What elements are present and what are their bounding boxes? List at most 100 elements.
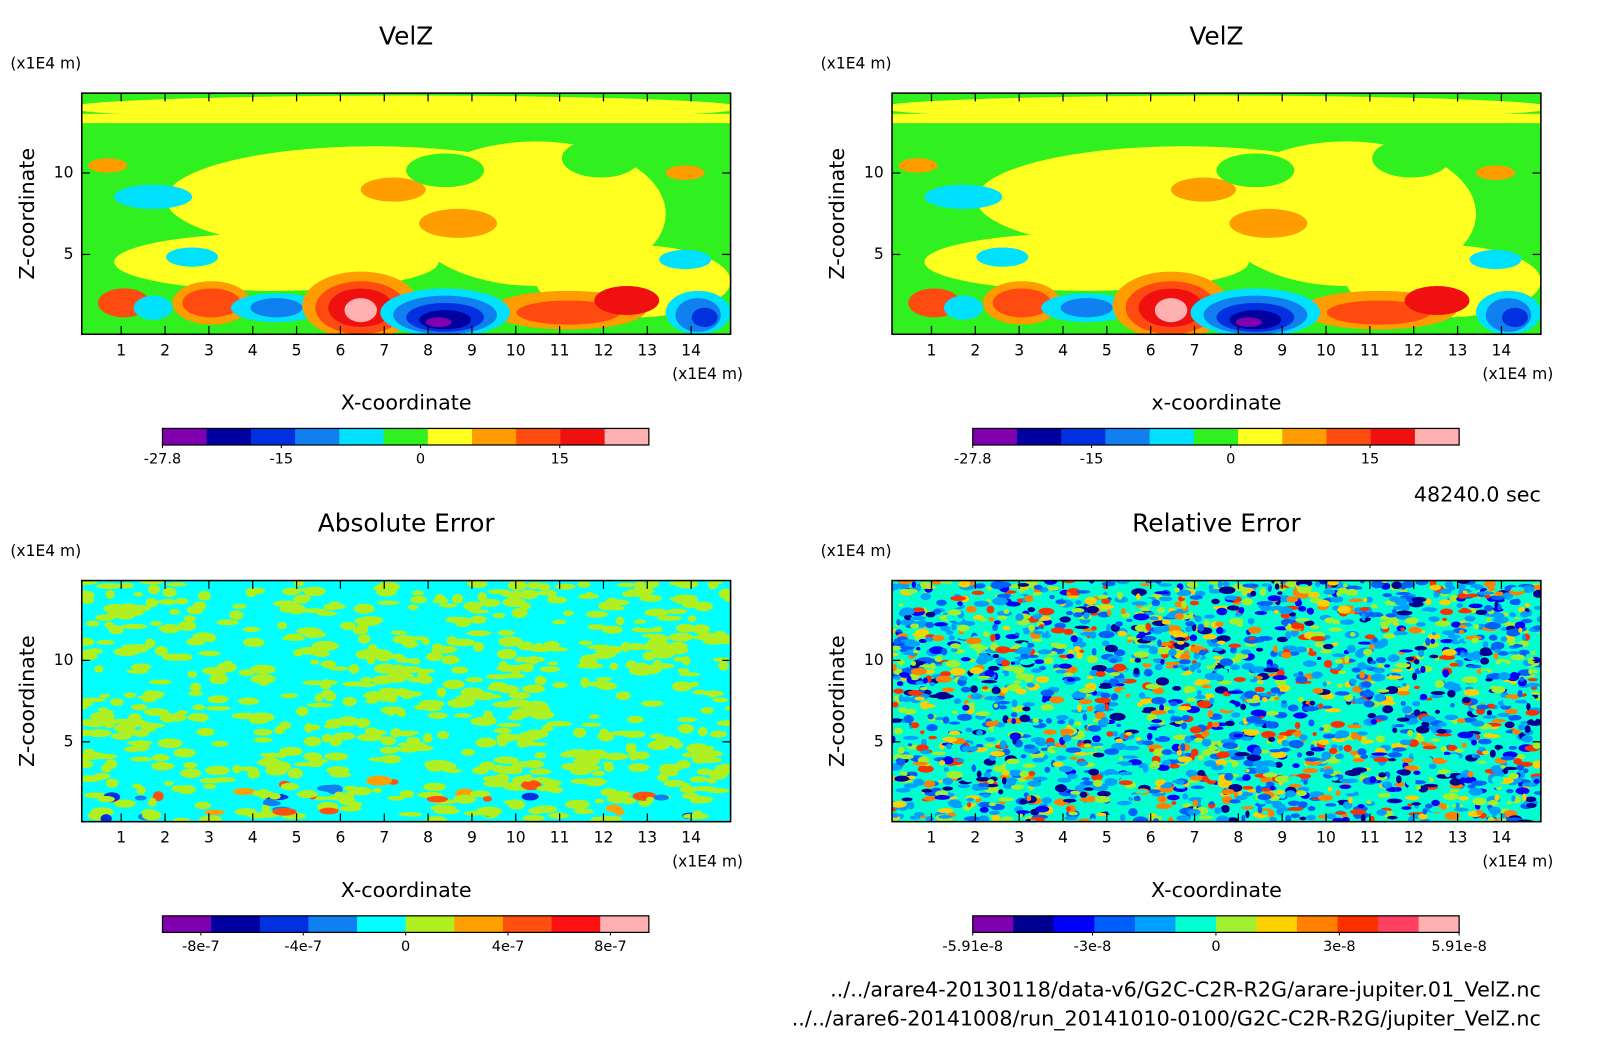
field-region xyxy=(1289,612,1297,617)
field-region xyxy=(103,718,116,729)
field-region xyxy=(1387,654,1400,663)
field-region xyxy=(1037,649,1052,655)
field-region xyxy=(298,587,323,593)
field-region xyxy=(375,652,393,662)
field-region xyxy=(113,799,136,808)
field-region xyxy=(929,646,946,655)
field-region xyxy=(494,773,510,784)
field-region xyxy=(1345,588,1358,596)
field-region xyxy=(713,657,730,662)
x-tick-label: 7 xyxy=(1190,341,1200,359)
field-region xyxy=(238,669,255,677)
field-region xyxy=(1484,622,1501,630)
field-region xyxy=(953,789,968,794)
field-region xyxy=(1018,587,1025,593)
field-region xyxy=(377,600,400,606)
field-region xyxy=(1115,738,1124,743)
field-region xyxy=(1040,616,1052,621)
field-region xyxy=(1482,641,1489,648)
field-region xyxy=(1054,784,1067,793)
field-region xyxy=(1403,765,1419,771)
x-tick-label: 9 xyxy=(1277,341,1287,359)
field-region xyxy=(1172,664,1178,669)
field-region xyxy=(280,782,299,791)
field-region xyxy=(1027,587,1034,596)
field-region xyxy=(1071,607,1085,614)
field-region xyxy=(1241,791,1254,797)
colorbar-bin xyxy=(1337,915,1379,933)
colorbar-tick-label: -27.8 xyxy=(954,451,991,467)
field-region xyxy=(706,777,717,784)
field-region xyxy=(1007,777,1017,786)
field-region xyxy=(479,761,496,771)
field-region xyxy=(1465,652,1482,661)
field-region xyxy=(901,696,913,703)
field-region xyxy=(1332,817,1344,822)
field-region xyxy=(1365,629,1375,633)
colorbar-bin xyxy=(972,428,1018,445)
field-region xyxy=(390,630,408,635)
field-region xyxy=(1434,680,1445,688)
colorbar-tick-label: 5.91e-8 xyxy=(1431,939,1487,955)
field-region xyxy=(1237,791,1243,796)
field-region xyxy=(912,649,920,654)
field-region xyxy=(204,809,225,816)
field-region xyxy=(1515,787,1530,795)
field-region xyxy=(94,665,104,673)
field-region xyxy=(960,686,971,693)
field-region xyxy=(186,605,204,615)
field-region xyxy=(1091,626,1097,631)
colorbar-bin xyxy=(427,428,473,445)
field-region xyxy=(1129,695,1140,700)
field-region xyxy=(1359,671,1365,679)
field-region xyxy=(1441,649,1457,656)
field-region xyxy=(561,138,640,178)
field-region xyxy=(1256,601,1273,606)
field-region xyxy=(1397,631,1408,636)
field-region xyxy=(308,758,328,764)
field-region xyxy=(992,726,1000,732)
field-region xyxy=(1430,738,1441,742)
field-region xyxy=(1084,597,1097,606)
field-region xyxy=(142,810,162,821)
field-region xyxy=(1507,638,1516,646)
field-region xyxy=(1361,612,1366,621)
field-region xyxy=(1508,745,1517,750)
x-tick-label: 2 xyxy=(160,341,170,359)
field-region xyxy=(1513,758,1523,765)
field-region xyxy=(1414,645,1427,651)
field-region xyxy=(547,786,563,794)
field-region xyxy=(387,795,405,801)
x-tick-label: 11 xyxy=(1360,341,1380,359)
field-region xyxy=(1287,800,1301,806)
field-region xyxy=(496,722,522,728)
field-region xyxy=(1000,687,1009,694)
field-region xyxy=(466,630,491,637)
field-region xyxy=(707,580,719,590)
field-region xyxy=(929,682,935,687)
field-region xyxy=(960,657,971,662)
field-region xyxy=(1120,688,1132,694)
x-tick-label: 3 xyxy=(1014,341,1024,359)
x-unit: (x1E4 m) xyxy=(1482,853,1553,871)
field-region xyxy=(390,728,402,738)
field-region xyxy=(197,716,207,723)
field-region xyxy=(922,677,928,684)
field-region xyxy=(1203,760,1217,767)
field-region xyxy=(1399,588,1408,593)
field-region xyxy=(1473,623,1480,630)
field-region xyxy=(1252,760,1266,767)
field-region xyxy=(1211,598,1220,605)
field-region xyxy=(687,615,697,622)
field-region xyxy=(1517,724,1527,731)
field-region xyxy=(1523,768,1529,774)
field-region xyxy=(1159,704,1164,712)
field-region xyxy=(478,598,501,607)
field-region xyxy=(104,621,114,629)
field-region xyxy=(633,628,658,633)
field-region xyxy=(1304,620,1315,626)
x-tick-label: 6 xyxy=(335,829,345,847)
field-region xyxy=(1379,700,1396,706)
field-region xyxy=(508,691,530,700)
